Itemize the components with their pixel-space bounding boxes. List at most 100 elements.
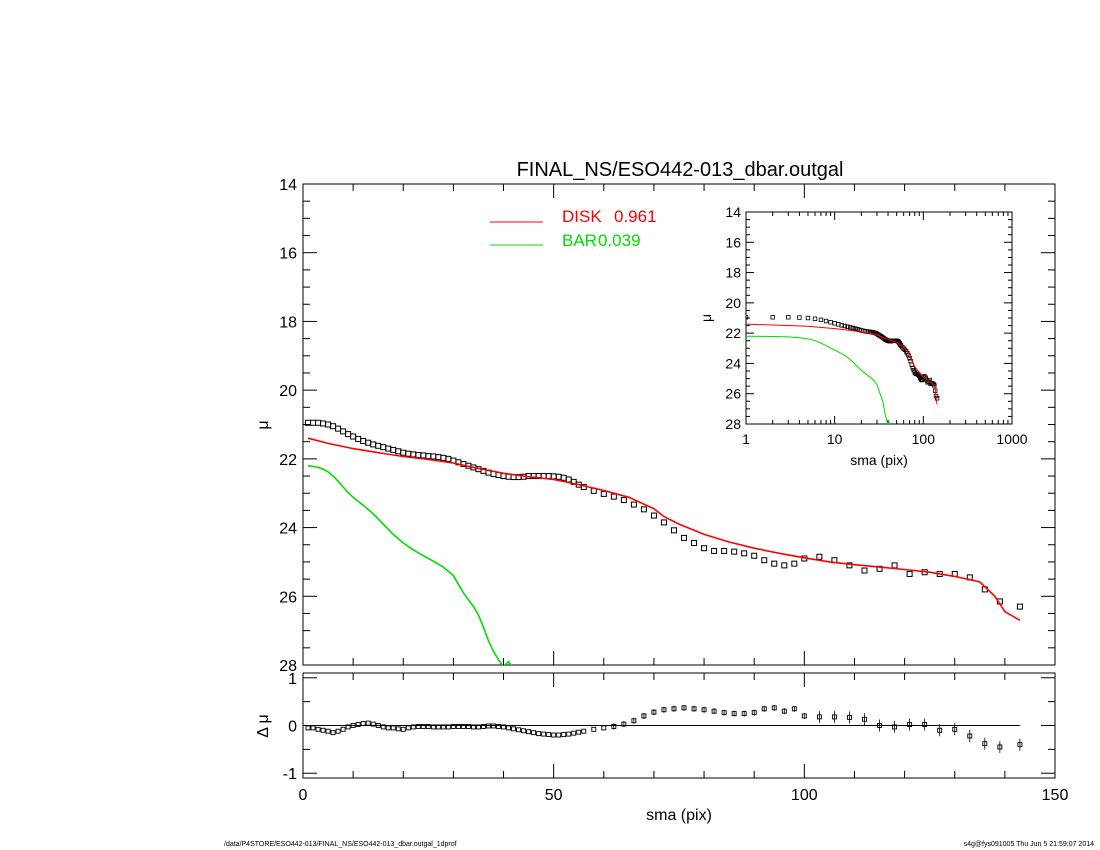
main-data-point [670,527,677,534]
residual-x-tick-label: 50 [545,787,563,804]
main-data-point [310,419,317,426]
residual-data-point [390,725,396,731]
inset-data-point [921,374,926,380]
footer-timestamp: s4g@fys091005 Thu Jun 5 21:59:07 2014 [963,841,1094,848]
inset-y-tick-label: 24 [725,355,741,371]
residual-data-point [375,723,381,728]
residual-data-point [791,706,797,712]
residual-data-point [781,708,787,714]
main-data-point [650,512,657,519]
residual-data-point [847,714,852,720]
main-data-point [360,437,367,444]
main-data-point [350,433,357,440]
residual-series [303,704,1023,753]
residual-y-tick-label: 0 [288,719,297,736]
main-data-point [355,435,362,442]
residual-data-point [315,726,321,732]
residual-x-tick-label: 150 [1042,787,1069,804]
main-data-point [751,552,758,559]
main-data-point [365,439,372,446]
main-data-point [435,454,442,461]
main-data-point [325,421,332,428]
inset-data-point [797,315,802,320]
main-data-point [420,452,427,459]
residual-data-point [601,725,607,731]
chart-title: FINAL_NS/ESO442-013_dbar.outgal [517,159,844,181]
residual-data-point [731,711,737,717]
main-data-point [846,562,853,569]
residual-data-point [967,733,973,739]
residual-data-point [501,724,506,730]
main-data-point [781,562,788,569]
residual-data-point [531,730,537,736]
main-data-point [660,519,667,526]
main-y-axis-label: μ [255,420,272,429]
main-data-point [1016,603,1023,610]
inset-disk-line [746,323,938,405]
residual-data-point [491,723,496,729]
inset-data-point [934,396,940,401]
residual-x-ticks: 0 50 100 150 [299,673,1069,804]
residual-data-point [465,724,471,729]
residual-data-point [831,714,837,720]
main-data-point [395,448,402,455]
main-data-point [315,419,322,426]
residual-data-point [937,727,943,733]
main-data-point [555,473,562,480]
inset-y-tick-label: 26 [725,386,741,402]
inset-bar-line [746,335,890,424]
residual-data-point [516,727,522,733]
residual-data-point [445,724,451,730]
main-data-point [405,450,412,457]
main-y-tick-label: 26 [279,589,297,606]
residual-data-point [365,720,371,726]
main-y-ticks: 14 16 18 20 22 24 26 28 [279,177,1055,675]
main-y-tick-label: 24 [279,521,297,538]
residual-data-point [621,721,627,727]
residual-data-point [551,732,557,738]
residual-data-point [691,706,697,712]
legend-disk-label: DISK [562,207,602,226]
residual-data-point [591,726,597,732]
residual-y-tick-label: 1 [288,671,297,688]
inset-data-point [812,316,818,321]
main-series [305,419,1023,665]
residual-data-point [922,722,928,727]
main-data-point [565,476,572,483]
inset-data-point [823,318,829,324]
residual-data-point [771,705,777,711]
main-data-point [741,550,748,557]
inset-y-tick-label: 22 [725,325,741,341]
main-data-point [861,567,868,574]
inset-x-axis-label: sma (pix) [850,452,908,468]
residual-data-point [761,706,767,712]
main-data-point [711,547,718,554]
inset-data-point [910,365,915,371]
residual-panel: 1 0 -1 0 50 100 150 sma (pix) Δ μ [255,671,1068,824]
inset-y-tick-label: 16 [725,234,741,250]
residual-data-point [380,724,386,730]
residual-data-point [310,725,316,731]
main-data-point [681,534,688,541]
inset-x-ticks: 1 10 100 1000 [742,212,1028,447]
residual-data-point [892,724,898,730]
legend: DISK 0.961 BAR 0.039 [490,207,657,250]
residual-data-point [506,725,511,731]
inset-data-point [828,320,833,325]
residual-data-point [370,721,376,727]
residual-y-tick-label: -1 [283,766,297,783]
residual-data-point [556,732,562,738]
main-data-point [691,540,698,547]
residual-y-axis-label: Δ μ [255,714,272,737]
inset-series [746,315,940,424]
main-y-tick-label: 28 [279,658,297,675]
residual-data-point [395,726,401,732]
residual-x-axis-label: sma (pix) [646,807,712,824]
residual-data-point [410,724,416,730]
main-data-point [410,451,417,458]
inset-data-point [770,315,775,320]
main-y-tick-label: 16 [279,246,297,263]
residual-data-point [681,705,687,711]
inset-y-tick-label: 20 [725,295,741,311]
residual-data-point [521,728,527,734]
